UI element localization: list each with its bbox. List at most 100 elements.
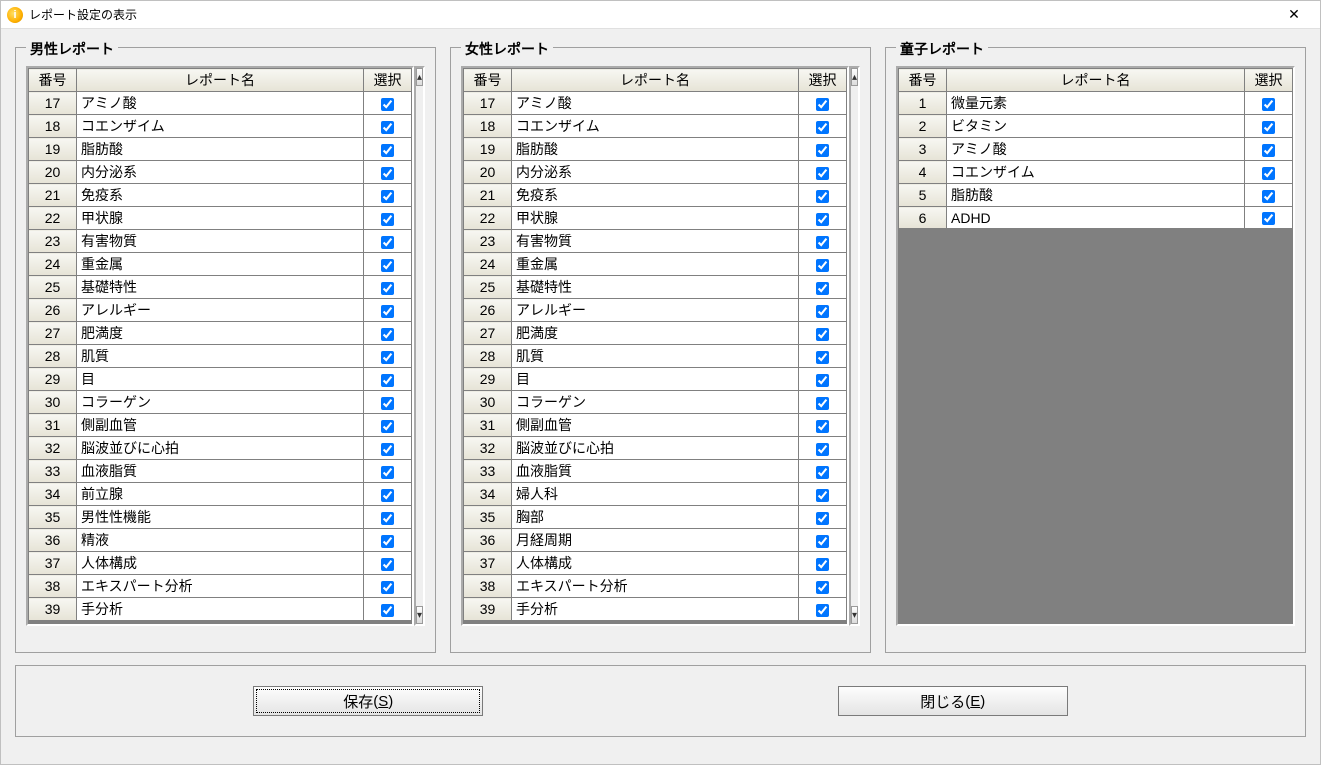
male-scrollbar[interactable]: ▴ ▾ bbox=[414, 66, 425, 626]
table-row[interactable]: 26アレルギー bbox=[29, 299, 412, 322]
row-select-checkbox[interactable] bbox=[816, 604, 829, 617]
table-row[interactable]: 38エキスパート分析 bbox=[29, 575, 412, 598]
row-select-checkbox[interactable] bbox=[381, 558, 394, 571]
col-header-name[interactable]: レポート名 bbox=[947, 69, 1245, 92]
table-row[interactable]: 21免疫系 bbox=[464, 184, 847, 207]
row-select-checkbox[interactable] bbox=[381, 466, 394, 479]
row-select-checkbox[interactable] bbox=[381, 328, 394, 341]
row-select-checkbox[interactable] bbox=[816, 535, 829, 548]
row-select-checkbox[interactable] bbox=[1262, 190, 1275, 203]
row-select-checkbox[interactable] bbox=[816, 397, 829, 410]
table-row[interactable]: 24重金属 bbox=[464, 253, 847, 276]
table-row[interactable]: 31側副血管 bbox=[464, 414, 847, 437]
row-select-checkbox[interactable] bbox=[381, 489, 394, 502]
table-row[interactable]: 23有害物質 bbox=[29, 230, 412, 253]
table-row[interactable]: 22甲状腺 bbox=[29, 207, 412, 230]
scroll-up-icon[interactable]: ▴ bbox=[416, 68, 423, 86]
row-select-checkbox[interactable] bbox=[816, 167, 829, 180]
row-select-checkbox[interactable] bbox=[381, 420, 394, 433]
table-row[interactable]: 32脳波並びに心拍 bbox=[29, 437, 412, 460]
close-button[interactable]: 閉じる(E) bbox=[838, 686, 1068, 716]
row-select-checkbox[interactable] bbox=[381, 190, 394, 203]
row-select-checkbox[interactable] bbox=[381, 213, 394, 226]
col-header-num[interactable]: 番号 bbox=[899, 69, 947, 92]
table-row[interactable]: 17アミノ酸 bbox=[464, 92, 847, 115]
table-row[interactable]: 29目 bbox=[464, 368, 847, 391]
table-row[interactable]: 2ビタミン bbox=[899, 115, 1293, 138]
row-select-checkbox[interactable] bbox=[816, 121, 829, 134]
female-scrollbar[interactable]: ▴ ▾ bbox=[849, 66, 860, 626]
table-row[interactable]: 28肌質 bbox=[464, 345, 847, 368]
row-select-checkbox[interactable] bbox=[816, 282, 829, 295]
table-row[interactable]: 17アミノ酸 bbox=[29, 92, 412, 115]
row-select-checkbox[interactable] bbox=[381, 512, 394, 525]
table-row[interactable]: 18コエンザイム bbox=[29, 115, 412, 138]
table-row[interactable]: 19脂肪酸 bbox=[464, 138, 847, 161]
row-select-checkbox[interactable] bbox=[381, 535, 394, 548]
scroll-track[interactable] bbox=[851, 86, 858, 606]
table-row[interactable]: 35胸部 bbox=[464, 506, 847, 529]
row-select-checkbox[interactable] bbox=[816, 466, 829, 479]
col-header-num[interactable]: 番号 bbox=[464, 69, 512, 92]
row-select-checkbox[interactable] bbox=[381, 121, 394, 134]
table-row[interactable]: 3アミノ酸 bbox=[899, 138, 1293, 161]
table-row[interactable]: 28肌質 bbox=[29, 345, 412, 368]
row-select-checkbox[interactable] bbox=[816, 236, 829, 249]
row-select-checkbox[interactable] bbox=[381, 374, 394, 387]
row-select-checkbox[interactable] bbox=[816, 581, 829, 594]
table-row[interactable]: 30コラーゲン bbox=[29, 391, 412, 414]
row-select-checkbox[interactable] bbox=[381, 305, 394, 318]
row-select-checkbox[interactable] bbox=[816, 98, 829, 111]
table-row[interactable]: 33血液脂質 bbox=[464, 460, 847, 483]
row-select-checkbox[interactable] bbox=[816, 190, 829, 203]
table-row[interactable]: 4コエンザイム bbox=[899, 161, 1293, 184]
save-button[interactable]: 保存(S) bbox=[253, 686, 483, 716]
col-header-num[interactable]: 番号 bbox=[29, 69, 77, 92]
row-select-checkbox[interactable] bbox=[381, 351, 394, 364]
row-select-checkbox[interactable] bbox=[381, 581, 394, 594]
row-select-checkbox[interactable] bbox=[816, 259, 829, 272]
table-row[interactable]: 32脳波並びに心拍 bbox=[464, 437, 847, 460]
scroll-down-icon[interactable]: ▾ bbox=[851, 606, 858, 624]
col-header-sel[interactable]: 選択 bbox=[1245, 69, 1293, 92]
table-row[interactable]: 27肥満度 bbox=[29, 322, 412, 345]
row-select-checkbox[interactable] bbox=[816, 351, 829, 364]
close-icon[interactable]: ✕ bbox=[1274, 3, 1314, 27]
row-select-checkbox[interactable] bbox=[381, 236, 394, 249]
scroll-track[interactable] bbox=[416, 86, 423, 606]
row-select-checkbox[interactable] bbox=[816, 489, 829, 502]
table-row[interactable]: 25基礎特性 bbox=[29, 276, 412, 299]
table-row[interactable]: 20内分泌系 bbox=[464, 161, 847, 184]
table-row[interactable]: 37人体構成 bbox=[29, 552, 412, 575]
scroll-up-icon[interactable]: ▴ bbox=[851, 68, 858, 86]
table-row[interactable]: 26アレルギー bbox=[464, 299, 847, 322]
table-row[interactable]: 31側副血管 bbox=[29, 414, 412, 437]
scroll-down-icon[interactable]: ▾ bbox=[416, 606, 423, 624]
table-row[interactable]: 21免疫系 bbox=[29, 184, 412, 207]
row-select-checkbox[interactable] bbox=[816, 443, 829, 456]
table-row[interactable]: 34前立腺 bbox=[29, 483, 412, 506]
row-select-checkbox[interactable] bbox=[381, 98, 394, 111]
row-select-checkbox[interactable] bbox=[381, 443, 394, 456]
table-row[interactable]: 23有害物質 bbox=[464, 230, 847, 253]
table-row[interactable]: 1微量元素 bbox=[899, 92, 1293, 115]
table-row[interactable]: 39手分析 bbox=[464, 598, 847, 621]
row-select-checkbox[interactable] bbox=[816, 512, 829, 525]
row-select-checkbox[interactable] bbox=[381, 282, 394, 295]
table-row[interactable]: 37人体構成 bbox=[464, 552, 847, 575]
row-select-checkbox[interactable] bbox=[816, 328, 829, 341]
table-row[interactable]: 20内分泌系 bbox=[29, 161, 412, 184]
table-row[interactable]: 6ADHD bbox=[899, 207, 1293, 229]
table-row[interactable]: 36月経周期 bbox=[464, 529, 847, 552]
table-row[interactable]: 5脂肪酸 bbox=[899, 184, 1293, 207]
row-select-checkbox[interactable] bbox=[1262, 144, 1275, 157]
row-select-checkbox[interactable] bbox=[1262, 121, 1275, 134]
table-row[interactable]: 38エキスパート分析 bbox=[464, 575, 847, 598]
row-select-checkbox[interactable] bbox=[816, 420, 829, 433]
row-select-checkbox[interactable] bbox=[381, 167, 394, 180]
row-select-checkbox[interactable] bbox=[381, 397, 394, 410]
table-row[interactable]: 19脂肪酸 bbox=[29, 138, 412, 161]
table-row[interactable]: 39手分析 bbox=[29, 598, 412, 621]
table-row[interactable]: 33血液脂質 bbox=[29, 460, 412, 483]
table-row[interactable]: 34婦人科 bbox=[464, 483, 847, 506]
